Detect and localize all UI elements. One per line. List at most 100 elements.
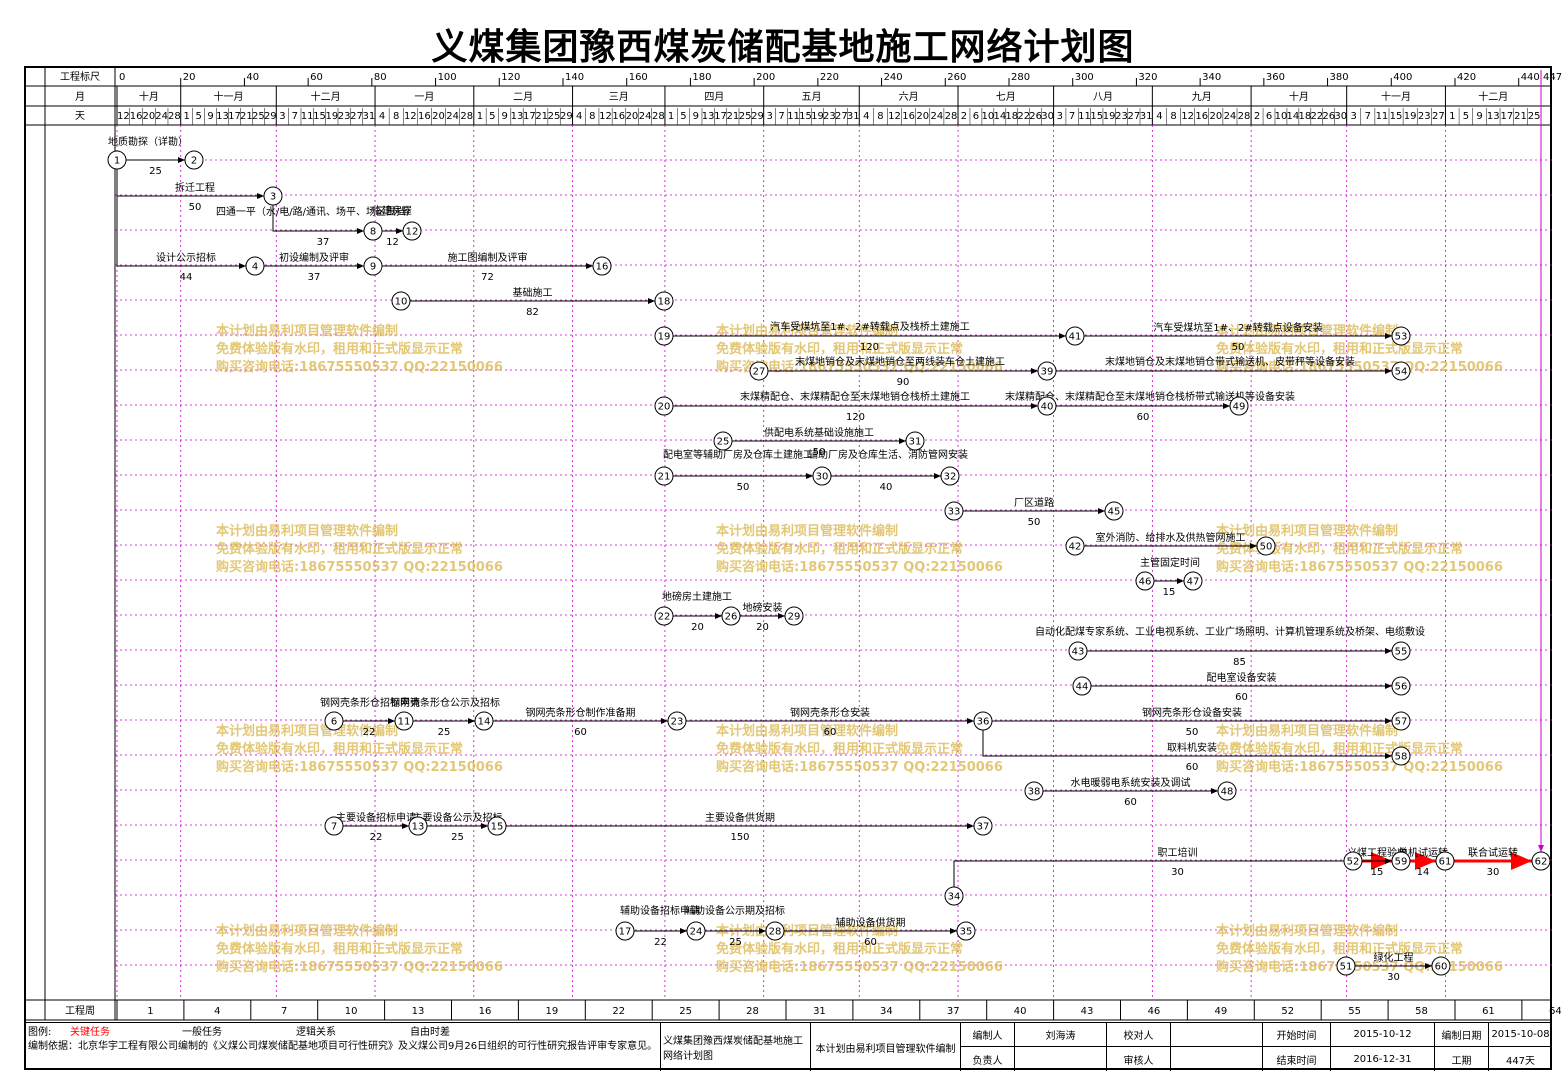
task-arrow	[272, 205, 364, 234]
event-node-number: 37	[977, 822, 990, 833]
event-node	[956, 921, 976, 941]
scale-tick: 80	[374, 72, 387, 83]
watermark-text: 免费体验版有水印，租用和正式版显示正常	[1216, 541, 1463, 557]
event-node	[391, 291, 411, 311]
month-label: 八月	[1093, 91, 1113, 103]
task-name: 配电室设备安装	[1207, 671, 1277, 684]
event-node-number: 39	[1041, 367, 1054, 378]
task-name: 汽车受煤坑至1#、2#转载点设备安装	[1153, 321, 1322, 334]
event-node-number: 56	[1395, 682, 1408, 693]
day-label: 25	[252, 111, 265, 122]
event-node	[245, 256, 265, 276]
task-duration: 60	[1186, 762, 1199, 773]
event-node-number: 14	[478, 717, 491, 728]
event-node-number: 22	[658, 612, 671, 623]
task-name: 室外消防、给排水及供热管网施工	[1096, 531, 1246, 544]
task-name: 末煤精配仓、末煤精配仓至末煤地销仓栈桥带式输送机等设备安装	[1005, 390, 1295, 403]
month-label: 四月	[704, 91, 724, 103]
task-name: 初设编制及评审	[279, 251, 349, 264]
day-label: 17	[714, 111, 727, 122]
task-arrow	[982, 730, 1392, 759]
day-label: 22	[1017, 111, 1030, 122]
task-name: 辅助厂房及仓库生活、消防管网安装	[808, 448, 968, 461]
software-note: 本计划由易利项目管理软件编制	[810, 1023, 960, 1071]
task-duration: 22	[370, 832, 383, 843]
task-duration: 20	[691, 622, 704, 633]
scale-tick: 360	[1266, 72, 1285, 83]
day-label: 4	[576, 111, 582, 122]
event-node-number: 30	[816, 472, 829, 483]
month-label: 六月	[899, 91, 919, 103]
week-label: 1	[147, 1006, 153, 1017]
day-label: 21	[535, 111, 548, 122]
event-node-number: 15	[491, 822, 504, 833]
watermark-text: 购买咨询电话:18675550537 QQ:22150066	[216, 559, 503, 575]
day-label: 3	[1351, 111, 1357, 122]
event-node-number: 34	[948, 892, 961, 903]
event-node	[394, 711, 414, 731]
week-label: 55	[1348, 1006, 1361, 1017]
event-node	[474, 711, 494, 731]
day-label: 25	[548, 111, 561, 122]
task-name: 拆迁工程	[175, 181, 215, 194]
plan-name: 义煤集团豫西煤炭储配基地施工网络计划图	[660, 1023, 810, 1071]
scale-tick: 420	[1457, 72, 1476, 83]
event-node	[592, 256, 612, 276]
week-label: 58	[1415, 1006, 1428, 1017]
scale-tick: 200	[756, 72, 775, 83]
task-name: 钢网壳条形仓设备安装	[1142, 706, 1242, 719]
event-node	[1037, 361, 1057, 381]
legend-critical: 关键任务	[70, 1027, 110, 1038]
watermark-text: 本计划由易利项目管理软件编制	[1216, 723, 1398, 739]
task-name: 钢网壳条形仓招标申请	[320, 696, 420, 709]
day-label: 17	[523, 111, 536, 122]
task-name: 钢网壳条形仓公示及招标	[390, 696, 500, 709]
event-node-number: 21	[658, 472, 671, 483]
task-duration: 22	[363, 727, 376, 738]
task-duration: 60	[574, 727, 587, 738]
event-node-number: 16	[596, 262, 609, 273]
day-label: 5	[195, 111, 201, 122]
event-node	[1343, 851, 1363, 871]
scale-tick: 60	[310, 72, 323, 83]
event-node-number: 13	[412, 822, 425, 833]
task-name: 主要设备供货期	[705, 811, 775, 824]
task-name: 钢网壳条形仓安装	[790, 706, 870, 719]
event-node	[1391, 851, 1411, 871]
event-node	[1391, 361, 1411, 381]
day-label: 12	[888, 111, 901, 122]
day-label: 20	[142, 111, 155, 122]
week-label: 61	[1482, 1006, 1495, 1017]
event-node	[973, 711, 993, 731]
event-node	[765, 921, 785, 941]
day-label: 12	[599, 111, 612, 122]
watermark-text: 本计划由易利项目管理软件编制	[716, 323, 898, 339]
event-node	[654, 396, 674, 416]
day-label: 5	[1463, 111, 1469, 122]
day-label: 3	[279, 111, 285, 122]
event-node	[1024, 781, 1044, 801]
watermark-text: 购买咨询电话:18675550537 QQ:22150066	[1216, 759, 1503, 775]
end-value: 2016-12-31	[1330, 1047, 1434, 1071]
event-node	[1391, 676, 1411, 696]
task-duration: 30	[1387, 972, 1400, 983]
day-label: 31	[1140, 111, 1153, 122]
day-label: 12	[1181, 111, 1194, 122]
day-label: 11	[301, 111, 314, 122]
event-node	[408, 816, 428, 836]
day-label: 19	[811, 111, 824, 122]
event-node-number: 57	[1395, 717, 1408, 728]
event-node	[1135, 571, 1155, 591]
watermark-text: 本计划由易利项目管理软件编制	[1216, 323, 1398, 339]
day-label: 3	[1057, 111, 1063, 122]
event-node-number: 59	[1395, 857, 1408, 868]
start-label: 开始时间	[1262, 1023, 1330, 1047]
month-label: 二月	[513, 91, 533, 103]
event-node-number: 20	[658, 402, 671, 413]
day-label: 24	[639, 111, 652, 122]
scale-tick: 300	[1075, 72, 1094, 83]
day-label: 12	[404, 111, 417, 122]
watermark-text: 购买咨询电话:18675550537 QQ:22150066	[216, 959, 503, 975]
day-label: 28	[652, 111, 665, 122]
month-label: 十月	[1289, 90, 1309, 103]
